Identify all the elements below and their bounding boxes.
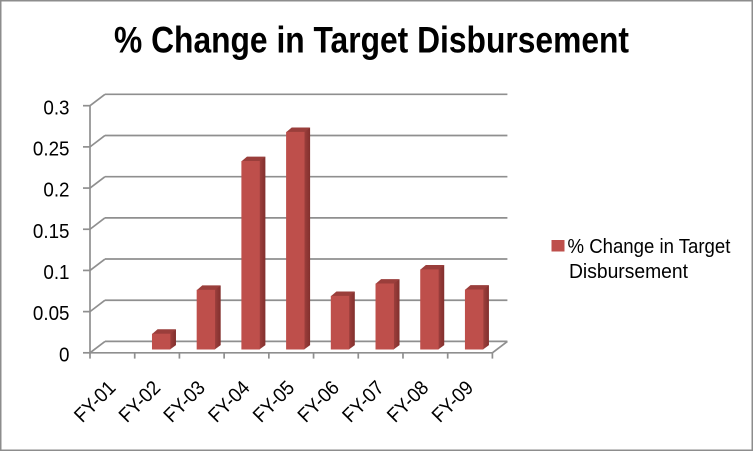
svg-text:0.15: 0.15 [33, 220, 70, 243]
svg-text:0.2: 0.2 [43, 179, 69, 202]
svg-text:0.1: 0.1 [43, 261, 69, 284]
svg-text:Disbursement: Disbursement [569, 261, 689, 283]
svg-text:% Change in Target: % Change in Target [568, 236, 732, 258]
svg-text:0: 0 [59, 344, 70, 367]
svg-text:0.25: 0.25 [33, 138, 70, 161]
svg-text:0.3: 0.3 [43, 97, 69, 120]
svg-text:0.05: 0.05 [33, 303, 70, 326]
svg-text:% Change in Target Disbursemen: % Change in Target Disbursement [114, 21, 629, 62]
